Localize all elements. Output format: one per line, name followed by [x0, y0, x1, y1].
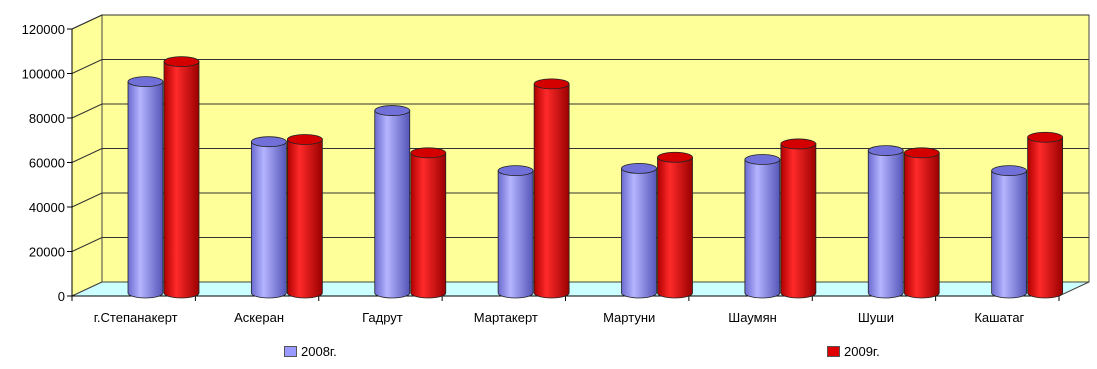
bar-2008 — [250, 136, 287, 299]
gridline-side — [71, 103, 103, 119]
bar-2008 — [621, 162, 657, 299]
bar-2009 — [410, 147, 447, 299]
bar-2009 — [1027, 131, 1064, 299]
legend-label-2008: 2008г. — [301, 344, 337, 359]
y-tick-labels: 0 20000 40000 60000 80000 100000 120000 — [22, 22, 65, 304]
bar-2009 — [286, 134, 323, 299]
bar-2008 — [867, 145, 904, 299]
gridline-side — [71, 192, 103, 208]
legend-item-2008: 2008г. — [284, 344, 337, 359]
legend-label-2009: 2009г. — [844, 344, 880, 359]
gridline-side — [71, 14, 103, 30]
bar-2009 — [533, 78, 570, 299]
bar-2008 — [497, 165, 534, 299]
y-tick-label: 80000 — [29, 111, 65, 126]
x-tick-label: Мартакерт — [474, 310, 538, 325]
x-tick-label: г.Степанакерт — [94, 310, 178, 325]
bar-2008 — [991, 165, 1028, 299]
bar-2009 — [657, 151, 693, 299]
gridline-side — [71, 59, 103, 74]
legend-swatch-2008 — [284, 346, 297, 357]
y-tick-label: 0 — [58, 289, 65, 304]
x-tick-label: Шаумян — [728, 310, 777, 325]
legend-swatch-2009 — [827, 346, 840, 357]
x-tick-label: Шуши — [858, 310, 894, 325]
y-tick-label: 120000 — [22, 22, 65, 37]
bar-2008 — [744, 154, 781, 299]
x-tick-label: Гадрут — [362, 310, 403, 325]
bar-2009 — [163, 56, 200, 299]
bar-2008 — [127, 76, 164, 299]
x-tick-label: Кашатаг — [974, 310, 1024, 325]
y-tick-label: 100000 — [22, 67, 65, 82]
x-tick-labels: г.Степанакерт Аскеран Гадрут Мартакерт Марту… — [94, 310, 1025, 325]
bar-2008 — [374, 105, 411, 299]
y-tick-label: 60000 — [29, 156, 65, 171]
bars — [127, 56, 1064, 299]
x-tick-label: Мартуни — [603, 310, 655, 325]
gridline-side — [71, 237, 103, 252]
y-tick-label: 40000 — [29, 200, 65, 215]
legend-item-2009: 2009г. — [827, 344, 880, 359]
gridline-side — [71, 148, 103, 163]
bar-2009 — [903, 147, 940, 299]
y-tick-label: 20000 — [29, 245, 65, 260]
bar-2009 — [780, 138, 817, 299]
x-tick-label: Аскеран — [234, 310, 284, 325]
